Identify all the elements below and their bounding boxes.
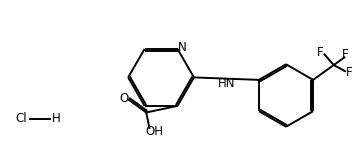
Text: OH: OH: [146, 125, 163, 138]
Text: H: H: [51, 112, 60, 125]
Text: F: F: [317, 46, 323, 59]
Text: O: O: [119, 92, 128, 105]
Text: F: F: [346, 66, 353, 79]
Text: HN: HN: [218, 77, 235, 90]
Text: N: N: [178, 41, 186, 54]
Text: F: F: [342, 48, 349, 61]
Text: Cl: Cl: [15, 112, 27, 125]
